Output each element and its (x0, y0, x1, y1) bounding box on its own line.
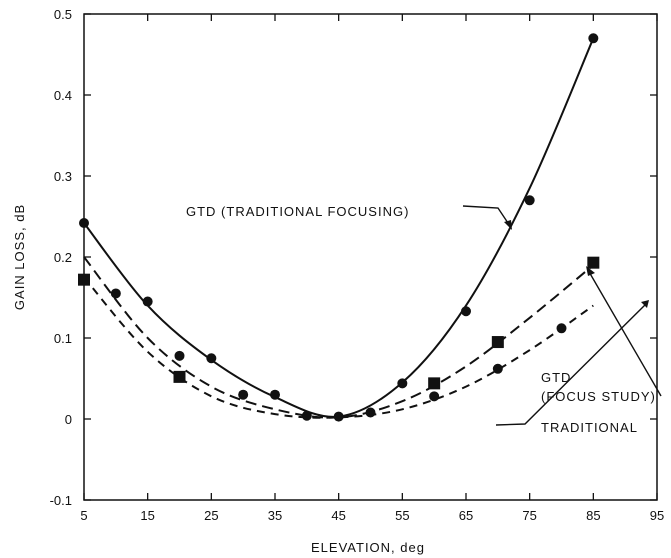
x-axis-title: ELEVATION, deg (311, 540, 425, 555)
annotation-gtd-focus-study-line1: GTD (541, 370, 571, 385)
series-2-circle-marker (238, 389, 249, 400)
series-0-circle-marker (524, 195, 535, 206)
y-tick-label: 0.4 (54, 88, 72, 103)
y-tick-label: 0.1 (54, 331, 72, 346)
x-tick-label: 25 (204, 508, 218, 523)
x-tick-label: 35 (268, 508, 282, 523)
pointer-arrowhead-traditional-focusing (504, 220, 512, 230)
series-0-circle-marker (270, 389, 280, 400)
series-0-circle-marker (142, 296, 153, 307)
y-tick-label: 0.3 (54, 169, 72, 184)
y-axis-title: GAIN LOSS, dB (12, 204, 27, 310)
curves (83, 37, 595, 419)
pointer-gtd-traditional-focusing (462, 205, 511, 227)
annotation-traditional: TRADITIONAL (541, 420, 638, 435)
markers (78, 33, 600, 422)
annotation-gtd-focus-study-line2: (FOCUS STUDY) (541, 389, 656, 404)
series-1-square-marker (491, 336, 504, 349)
annotation-gtd-traditional-focusing: GTD (TRADITIONAL FOCUSING) (186, 204, 409, 219)
series-2-circle-marker (492, 363, 503, 374)
y-tick-label: 0.5 (54, 7, 72, 22)
y-tick-label: 0 (65, 412, 72, 427)
series-0-circle-marker (365, 407, 376, 418)
x-tick-label: 45 (331, 508, 345, 523)
series-0-circle-marker (397, 378, 408, 389)
series-0-circle-marker (588, 33, 599, 44)
x-tick-label: 15 (140, 508, 154, 523)
series-0-circle-marker (79, 217, 89, 228)
x-tick-label: 55 (395, 508, 409, 523)
x-tick-label: 65 (459, 508, 473, 523)
series-0-circle-marker (110, 288, 121, 299)
series-1-square-marker (78, 273, 90, 286)
x-tick-label: 75 (522, 508, 536, 523)
series-2-circle-marker (429, 391, 440, 402)
y-tick-label: 0.2 (54, 250, 72, 265)
axes: 5 15 25 35 45 55 65 75 85 95 -0.1 0 0.1 0.2 0.3 0.4 0.5 (50, 7, 665, 523)
series-1-square-marker (428, 377, 441, 390)
series-line-0 (83, 37, 595, 418)
x-tick-label: 95 (650, 508, 664, 523)
series-0-circle-marker (461, 306, 471, 317)
series-0-circle-marker (301, 410, 312, 421)
pointer-arrowhead-focus-study (586, 266, 595, 276)
pointer-gtd-focus-study (587, 269, 662, 397)
series-1-square-marker (587, 256, 600, 269)
pointer-arrowhead-traditional (641, 300, 649, 308)
series-line-1 (83, 256, 594, 419)
series-2-circle-marker (556, 323, 567, 334)
series-0-circle-marker (206, 353, 217, 364)
pointer-traditional (495, 303, 647, 426)
series-0-circle-marker (333, 411, 344, 422)
y-tick-label: -0.1 (50, 493, 72, 508)
series-line-2 (83, 276, 594, 419)
series-0-circle-marker (174, 350, 185, 361)
series-1-square-marker (173, 370, 186, 383)
x-tick-label: 5 (80, 508, 87, 523)
x-tick-label: 85 (586, 508, 600, 523)
